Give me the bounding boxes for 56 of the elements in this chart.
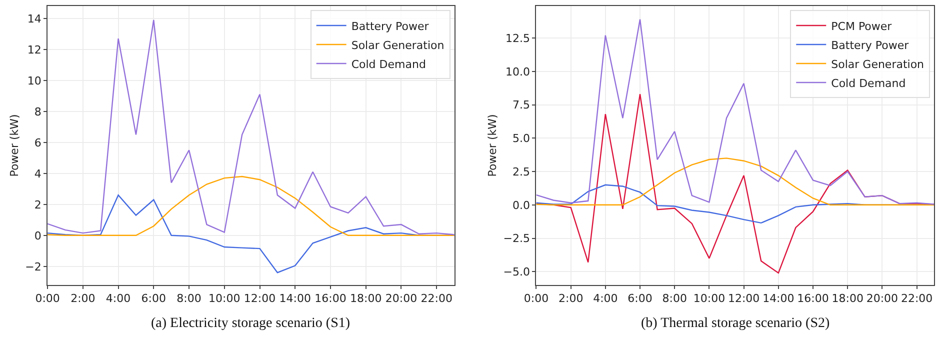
legend-label: PCM Power xyxy=(831,20,892,33)
x-tick-label: 0:00 xyxy=(35,292,60,306)
y-tick-label: 12 xyxy=(27,43,42,56)
text: (b) Thermal storage scenario (S2) xyxy=(641,316,830,331)
y-axis-title: Power (kW) xyxy=(8,114,21,177)
x-tick-label: 22:00 xyxy=(420,292,452,306)
x-tick-label: 12:00 xyxy=(728,292,760,306)
y-tick-label: 6 xyxy=(34,136,42,150)
x-tick-label: 4:00 xyxy=(106,292,131,306)
y-tick-label: 10 xyxy=(27,74,42,88)
x-tick-label: 6:00 xyxy=(628,292,652,306)
x-tick-label: 0:00 xyxy=(524,292,549,306)
legend-label: Solar Generation xyxy=(351,38,444,52)
x-tick-label: 8:00 xyxy=(176,292,202,306)
y-tick-label: 8 xyxy=(34,105,42,118)
legend-label: Cold Demand xyxy=(351,58,426,71)
x-tick-label: 12:00 xyxy=(244,292,276,306)
x-tick-label: 20:00 xyxy=(866,292,898,306)
x-tick-label: 10:00 xyxy=(208,292,240,306)
y-tick-label: −2.5 xyxy=(503,232,530,246)
x-tick-label: 16:00 xyxy=(314,292,346,306)
legend-label: Battery Power xyxy=(351,20,430,33)
x-tick-label: 18:00 xyxy=(350,292,382,306)
x-tick-label: 22:00 xyxy=(900,292,933,306)
y-tick-label: −2 xyxy=(25,260,42,274)
y-tick-label: −5.0 xyxy=(503,266,530,278)
legend-label: Cold Demand xyxy=(831,76,906,90)
x-tick-label: 14:00 xyxy=(762,292,794,306)
y-tick-label: 14 xyxy=(27,12,42,26)
y-tick-label: 12.5 xyxy=(506,32,530,45)
y-tick-label: 7.5 xyxy=(512,98,530,112)
line-series xyxy=(536,18,934,205)
x-tick-label: 16:00 xyxy=(797,292,829,306)
legend-label: Battery Power xyxy=(831,38,910,52)
x-tick-label: 20:00 xyxy=(385,292,418,306)
x-tick-label: 2:00 xyxy=(70,292,96,306)
y-tick-label: 4 xyxy=(34,167,42,180)
legend-label: Solar Generation xyxy=(831,58,924,71)
x-tick-label: 6:00 xyxy=(141,292,166,306)
y-tick-label: 5.0 xyxy=(512,132,530,146)
y-tick-label: 0 xyxy=(34,229,42,242)
line-series xyxy=(536,158,934,206)
y-tick-label: 2 xyxy=(34,198,42,212)
y-tick-label: 0.0 xyxy=(512,198,530,212)
x-tick-label: 10:00 xyxy=(693,292,726,306)
x-tick-label: 14:00 xyxy=(279,292,311,306)
y-tick-label: 10.0 xyxy=(506,65,530,78)
x-tick-label: 18:00 xyxy=(832,292,864,306)
x-tick-label: 4:00 xyxy=(593,292,618,306)
x-tick-label: 8:00 xyxy=(662,292,687,306)
x-tick-label: 2:00 xyxy=(558,292,584,306)
line-series xyxy=(48,176,454,236)
line-series xyxy=(48,19,454,236)
y-axis-title: Power (kW) xyxy=(486,114,499,177)
y-tick-label: 2.5 xyxy=(512,165,530,178)
text: (a) Electricity storage scenario (S1) xyxy=(151,316,350,331)
